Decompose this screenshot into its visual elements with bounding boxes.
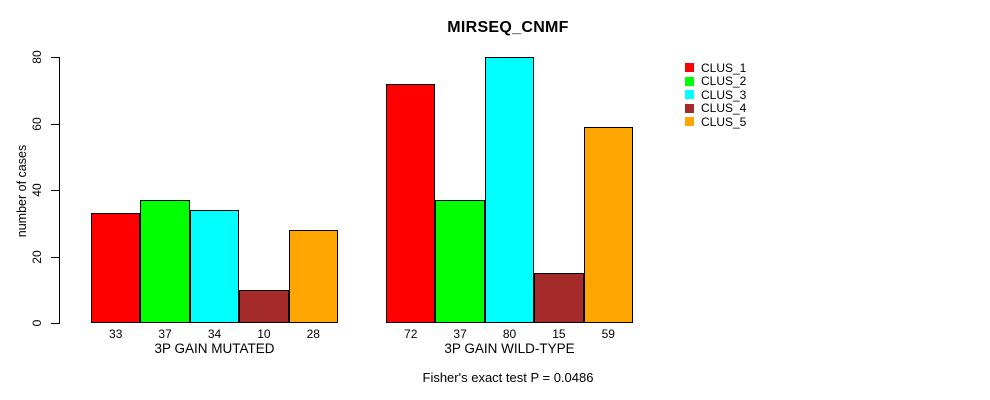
legend-swatch (685, 76, 694, 86)
y-tick-label: 60 (30, 117, 44, 131)
bar-clus_5 (288, 230, 338, 323)
bar-value: 37 (453, 327, 467, 341)
legend-label: CLUS_4 (701, 101, 747, 116)
legend-swatch (685, 103, 694, 113)
bar-clus_1 (386, 83, 436, 323)
bar-clus_4 (239, 289, 289, 323)
bar-value: 10 (257, 327, 271, 341)
bar-clus_5 (583, 127, 633, 323)
y-tick (51, 123, 59, 125)
group-label: 3P GAIN WILD-TYPE (444, 341, 575, 356)
legend-item: CLUS_5 (685, 115, 746, 129)
chart-title: MIRSEQ_CNMF (447, 19, 569, 36)
bar-clus_3 (484, 57, 535, 323)
y-tick-label: 40 (30, 183, 44, 197)
y-axis-line (59, 57, 60, 324)
y-tick-label: 20 (30, 249, 44, 264)
legend-item: CLUS_3 (685, 88, 746, 102)
bar-value: 28 (306, 327, 320, 341)
legend-swatch (685, 90, 694, 100)
legend-swatch (685, 117, 694, 127)
y-tick-label: 80 (30, 50, 44, 65)
legend-label: CLUS_1 (701, 60, 747, 75)
legend-label: CLUS_2 (701, 74, 747, 89)
bar-value: 59 (601, 327, 615, 341)
legend-label: CLUS_3 (701, 87, 747, 102)
bar-clus_1 (91, 213, 141, 323)
bar-value: 37 (158, 327, 172, 341)
bar-clus_4 (534, 273, 584, 323)
y-tick (51, 323, 59, 324)
bar-value: 34 (207, 327, 222, 341)
bar-clus_2 (140, 200, 190, 323)
bar-value: 33 (109, 327, 123, 341)
group-label: 3P GAIN MUTATED (154, 341, 275, 356)
bar-clus_3 (189, 210, 240, 323)
y-axis-label: number of cases (15, 144, 29, 238)
bar-value: 72 (404, 327, 418, 341)
y-tick-label: 0 (30, 319, 44, 327)
y-tick (51, 57, 59, 59)
y-tick (51, 190, 59, 192)
footnote: Fisher's exact test P = 0.0486 (422, 370, 594, 385)
legend-item: CLUS_4 (685, 102, 746, 116)
bar-value: 15 (552, 327, 566, 341)
bar-value: 80 (502, 327, 517, 341)
legend-item: CLUS_2 (685, 75, 746, 89)
bar-clus_2 (435, 200, 485, 323)
legend: CLUS_1 CLUS_2 CLUS_3 CLUS_4 CLUS_5 (685, 61, 746, 129)
legend-swatch (685, 63, 694, 73)
y-tick (51, 256, 59, 258)
legend-item: CLUS_1 (685, 61, 746, 75)
legend-label: CLUS_5 (701, 114, 747, 129)
